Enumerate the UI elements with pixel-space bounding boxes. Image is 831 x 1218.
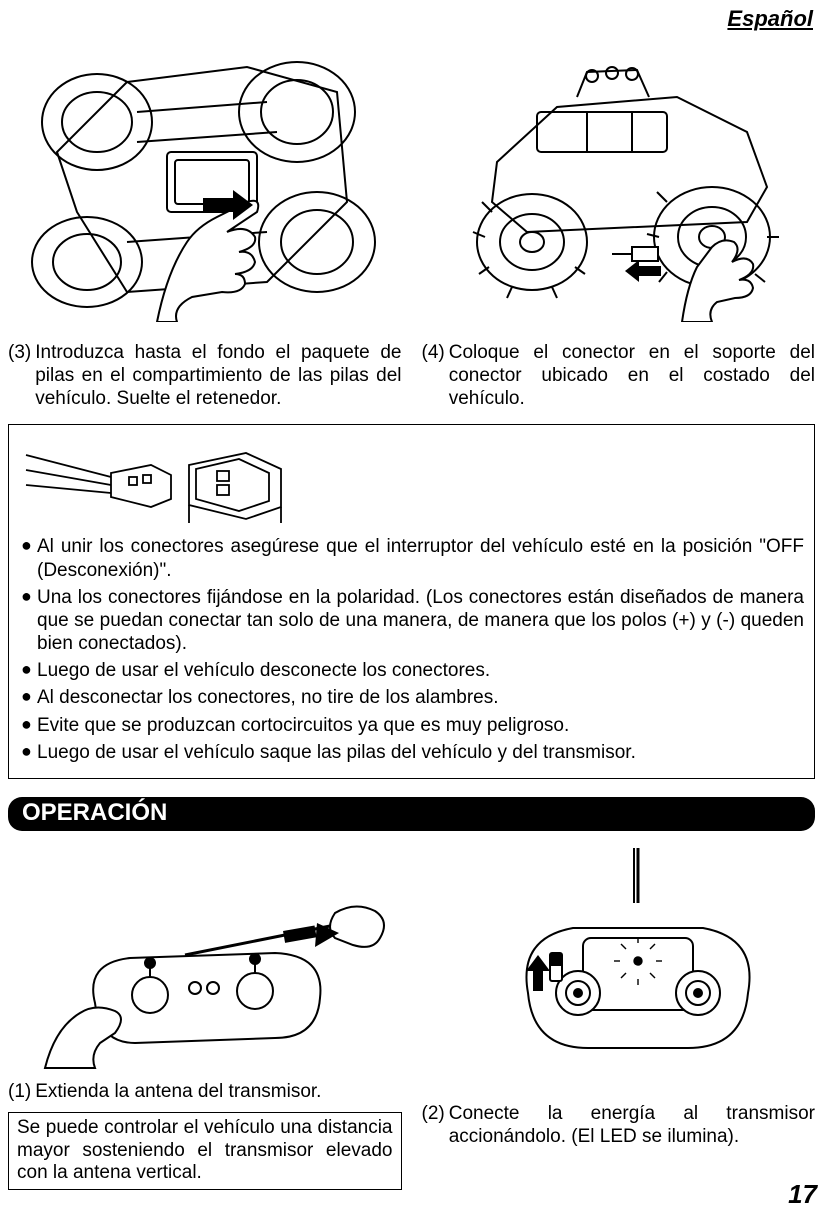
step3-block: (3) Introduzca hasta el fondo el paquete… — [8, 342, 402, 410]
step1-number: (1) — [8, 1081, 35, 1104]
step2-text: Conecte la energía al transmisor accioná… — [449, 1103, 815, 1149]
bullet-icon: ● — [21, 659, 37, 682]
step4-text: Coloque el conector en el soporte del co… — [449, 342, 815, 410]
figure-step2 — [488, 843, 788, 1073]
step3-text: Introduzca hasta el fondo el paquete de … — [35, 342, 401, 410]
bullet-text: Al desconectar los conectores, no tire d… — [37, 686, 804, 709]
bullet-icon: ● — [21, 586, 37, 656]
language-tag: Español — [727, 6, 813, 32]
bullets-list: ●Al unir los conectores asegúrese que el… — [21, 535, 804, 764]
figure-step1 — [35, 883, 395, 1073]
step4-number: (4) — [422, 342, 449, 410]
steps-3-4-row: (3) Introduzca hasta el fondo el paquete… — [8, 342, 815, 410]
bullet-text: Al unir los conectores asegúrese que el … — [37, 535, 804, 581]
bullet-text: Luego de usar el vehículo saque las pila… — [37, 741, 804, 764]
bullet-text: Luego de usar el vehículo desconecte los… — [37, 659, 804, 682]
step3-number: (3) — [8, 342, 35, 410]
bullet-icon: ● — [21, 741, 37, 764]
top-figures-row — [4, 42, 819, 322]
step1-column: (1) Extienda la antena del transmisor. S… — [8, 1081, 402, 1190]
bullet-text: Evite que se produzcan cortocircuitos ya… — [37, 714, 804, 737]
step2-number: (2) — [422, 1103, 449, 1149]
bullet-icon: ● — [21, 686, 37, 709]
steps-1-2-row: (1) Extienda la antena del transmisor. S… — [8, 1081, 815, 1190]
bullet-icon: ● — [21, 535, 37, 581]
step1-text: Extienda la antena del transmisor. — [35, 1081, 321, 1104]
antenna-note-box: Se puede controlar el vehículo una dista… — [8, 1112, 402, 1190]
step4-block: (4) Coloque el conector en el soporte de… — [422, 342, 816, 410]
connector-figure — [21, 435, 804, 525]
section-title-operation: OPERACIÓN — [8, 797, 815, 831]
connector-warning-box: ●Al unir los conectores asegúrese que el… — [8, 424, 815, 779]
transmitter-figures-row — [8, 843, 815, 1073]
step2-column: (2) Conecte la energía al transmisor acc… — [422, 1081, 816, 1190]
figure-step4 — [437, 42, 807, 322]
bullet-icon: ● — [21, 714, 37, 737]
bullet-text: Una los conectores fijándose en la polar… — [37, 586, 804, 656]
page-number: 17 — [788, 1179, 817, 1210]
figure-step3 — [17, 42, 377, 322]
